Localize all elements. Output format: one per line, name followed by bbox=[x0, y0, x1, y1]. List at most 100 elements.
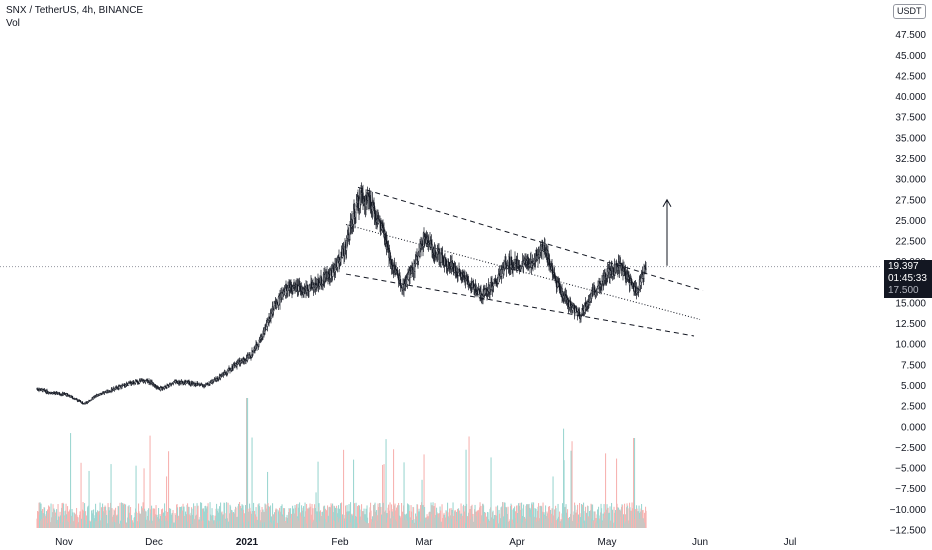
volume-bar bbox=[203, 508, 205, 528]
volume-bar bbox=[562, 503, 564, 528]
volume-bar bbox=[613, 506, 615, 528]
volume-bar bbox=[68, 511, 70, 528]
volume-bar bbox=[464, 506, 466, 528]
volume-bar bbox=[483, 505, 485, 528]
y-tick-label: 15.000 bbox=[895, 298, 926, 309]
volume-bar bbox=[465, 449, 467, 528]
y-tick-label: 12.500 bbox=[895, 319, 926, 330]
volume-bar bbox=[168, 451, 170, 528]
volume-bar bbox=[594, 511, 596, 528]
candle-body bbox=[148, 380, 150, 383]
volume-bar bbox=[202, 508, 204, 528]
volume-bar bbox=[334, 506, 336, 528]
volume-bar bbox=[247, 508, 249, 528]
volume-bar bbox=[624, 503, 626, 528]
volume-bar bbox=[401, 502, 403, 528]
volume-bar bbox=[506, 507, 508, 528]
volume-bars bbox=[36, 398, 647, 528]
volume-bar bbox=[287, 517, 289, 528]
volume-bar bbox=[47, 509, 49, 528]
x-tick-label: Apr bbox=[509, 537, 525, 548]
volume-bar bbox=[161, 509, 163, 528]
volume-bar bbox=[523, 504, 525, 528]
volume-bar bbox=[447, 516, 449, 528]
volume-bar bbox=[452, 502, 454, 528]
volume-bar bbox=[538, 503, 540, 528]
y-tick-label: 40.000 bbox=[895, 92, 926, 103]
candles bbox=[36, 182, 647, 405]
currency-badge[interactable]: USDT bbox=[893, 4, 926, 19]
y-tick-label: 27.500 bbox=[895, 195, 926, 206]
volume-bar bbox=[359, 505, 361, 528]
volume-bar bbox=[271, 516, 273, 528]
candle-body bbox=[399, 275, 401, 280]
volume-bar bbox=[143, 468, 145, 528]
volume-bar bbox=[319, 511, 321, 528]
volume-bar bbox=[528, 503, 530, 528]
volume-bar bbox=[111, 508, 113, 528]
volume-bar bbox=[72, 512, 74, 528]
volume-bar bbox=[424, 506, 426, 528]
trend-drawings[interactable] bbox=[345, 186, 704, 337]
volume-bar bbox=[49, 506, 51, 528]
volume-bar bbox=[382, 502, 384, 528]
volume-bar bbox=[342, 514, 344, 528]
volume-bar bbox=[166, 476, 168, 528]
y-tick-label: 45.000 bbox=[895, 51, 926, 62]
candle-body bbox=[529, 263, 531, 267]
x-tick-label: Jul bbox=[784, 537, 797, 548]
volume-bar bbox=[341, 502, 343, 528]
y-tick-label: 5.000 bbox=[901, 381, 926, 392]
volume-bar bbox=[296, 504, 298, 528]
volume-bar bbox=[367, 517, 369, 528]
time-axis[interactable]: Nov Dec 2021 Feb Mar Apr May Jun Jul bbox=[55, 537, 796, 548]
candle-body bbox=[548, 258, 551, 266]
volume-label: Vol bbox=[6, 18, 20, 29]
volume-bar bbox=[151, 505, 153, 528]
y-tick-label: −10.000 bbox=[890, 505, 927, 516]
volume-bar bbox=[476, 510, 478, 528]
volume-bar bbox=[306, 504, 308, 528]
volume-bar bbox=[352, 515, 354, 528]
volume-bar bbox=[635, 509, 637, 528]
volume-bar bbox=[310, 506, 312, 528]
y-tick-label: 25.000 bbox=[895, 216, 926, 227]
volume-bar bbox=[362, 511, 364, 528]
volume-bar bbox=[262, 509, 264, 528]
volume-bar bbox=[472, 513, 474, 528]
volume-bar bbox=[485, 512, 487, 528]
x-tick-label: Dec bbox=[145, 537, 163, 548]
volume-bar bbox=[627, 508, 629, 528]
x-tick-label: Feb bbox=[331, 537, 349, 548]
volume-bar bbox=[135, 465, 137, 528]
volume-bar bbox=[559, 511, 561, 528]
volume-bar bbox=[644, 512, 646, 528]
volume-bar bbox=[441, 504, 443, 528]
volume-bar bbox=[220, 502, 222, 528]
volume-bar bbox=[329, 507, 331, 528]
x-tick-label: May bbox=[598, 537, 617, 548]
volume-bar bbox=[39, 502, 41, 528]
volume-bar bbox=[149, 435, 151, 528]
volume-bar bbox=[294, 505, 296, 528]
volume-bar bbox=[77, 516, 79, 528]
volume-bar bbox=[585, 506, 587, 528]
volume-bar bbox=[625, 514, 627, 528]
volume-bar bbox=[469, 508, 471, 528]
candle-body bbox=[399, 279, 402, 286]
volume-bar bbox=[238, 503, 240, 528]
volume-bar bbox=[642, 509, 644, 528]
volume-bar bbox=[552, 476, 554, 528]
y-tick-label: 35.000 bbox=[895, 133, 926, 144]
volume-bar bbox=[244, 513, 246, 528]
volume-bar bbox=[612, 509, 614, 528]
y-tick-label: −7.500 bbox=[895, 484, 926, 495]
volume-bar bbox=[511, 509, 513, 528]
volume-bar bbox=[145, 511, 147, 528]
volume-bar bbox=[172, 510, 174, 528]
volume-bar bbox=[343, 449, 345, 528]
volume-bar bbox=[385, 439, 387, 528]
y-tick-label: 37.500 bbox=[895, 113, 926, 124]
volume-bar bbox=[522, 515, 524, 528]
